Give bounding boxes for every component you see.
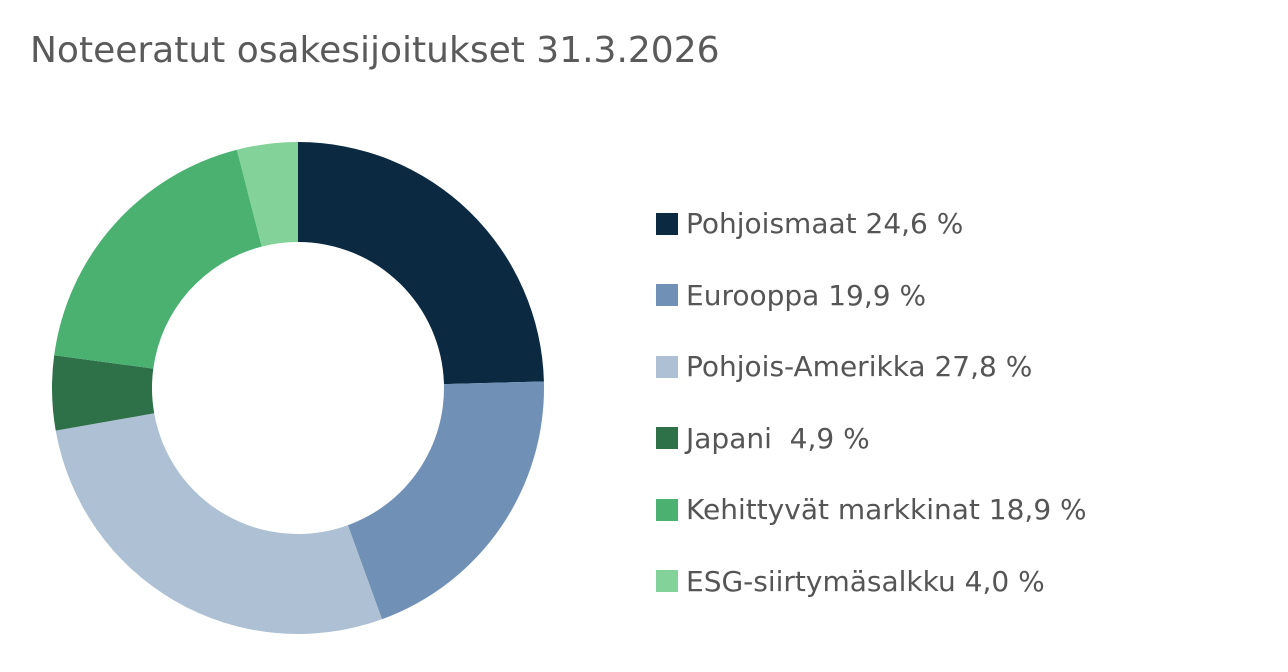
donut-slice-kehittyvat-markkinat bbox=[54, 149, 262, 369]
chart-legend: Pohjoismaat 24,6 % Eurooppa 19,9 % Pohjo… bbox=[656, 188, 1087, 617]
legend-item-eurooppa: Eurooppa 19,9 % bbox=[656, 260, 1087, 332]
donut-chart bbox=[51, 142, 544, 634]
legend-item-pohjois-amerikka: Pohjois-Amerikka 27,8 % bbox=[656, 331, 1087, 403]
donut-slice-eurooppa bbox=[347, 381, 544, 620]
legend-label-japani: Japani 4,9 % bbox=[686, 421, 870, 455]
legend-swatch-pohjoismaat bbox=[656, 212, 678, 235]
legend-item-kehittyvat-markkinat: Kehittyvät markkinat 18,9 % bbox=[656, 474, 1087, 546]
legend-swatch-pohjois-amerikka bbox=[656, 355, 678, 378]
legend-label-kehittyvat-markkinat: Kehittyvät markkinat 18,9 % bbox=[686, 493, 1087, 527]
legend-item-japani: Japani 4,9 % bbox=[656, 403, 1087, 475]
legend-swatch-eurooppa bbox=[656, 284, 678, 307]
legend-swatch-esg-siirtymasalkku bbox=[656, 570, 678, 593]
donut-slice-japani bbox=[51, 355, 155, 431]
legend-item-esg-siirtymasalkku: ESG-siirtymäsalkku 4,0 % bbox=[656, 546, 1087, 618]
donut-slice-esg-siirtymasalkku bbox=[236, 142, 298, 247]
chart-title: Noteeratut osakesijoitukset 31.3.2026 bbox=[30, 30, 720, 71]
donut-slice-pohjoismaat bbox=[298, 142, 544, 385]
legend-item-pohjoismaat: Pohjoismaat 24,6 % bbox=[656, 188, 1087, 260]
legend-label-esg-siirtymasalkku: ESG-siirtymäsalkku 4,0 % bbox=[686, 564, 1045, 598]
legend-label-pohjois-amerikka: Pohjois-Amerikka 27,8 % bbox=[686, 350, 1033, 384]
legend-label-eurooppa: Eurooppa 19,9 % bbox=[686, 278, 927, 312]
donut-slice-pohjois-amerikka bbox=[55, 413, 382, 634]
legend-swatch-japani bbox=[656, 427, 678, 450]
legend-label-pohjoismaat: Pohjoismaat 24,6 % bbox=[686, 207, 964, 241]
legend-swatch-kehittyvat-markkinat bbox=[656, 498, 678, 521]
